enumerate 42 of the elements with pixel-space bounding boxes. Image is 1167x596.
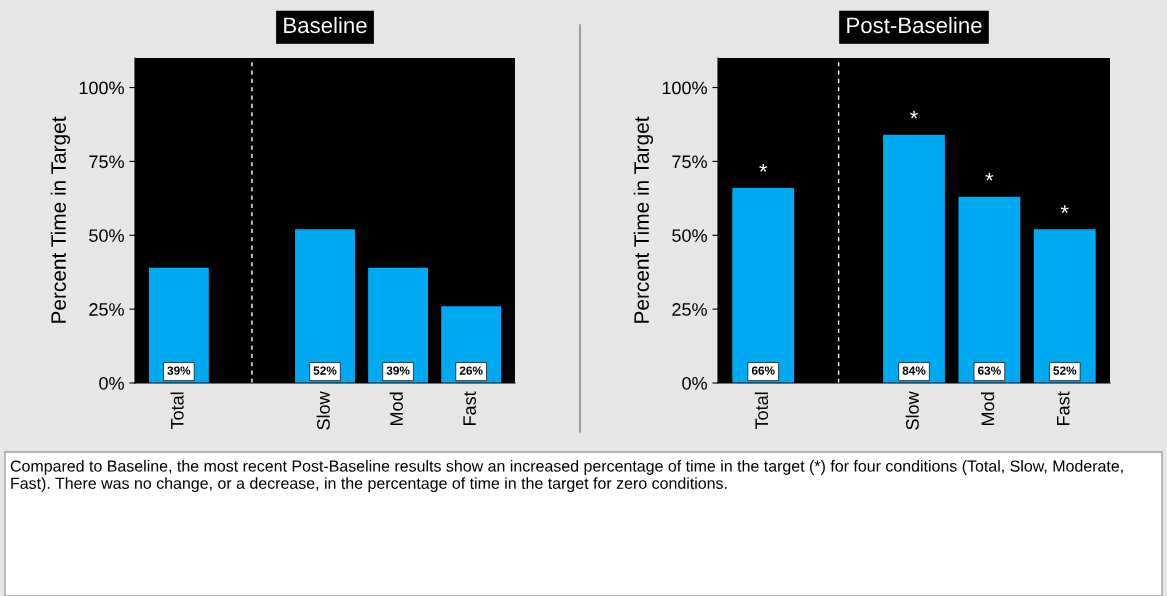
annotation: * bbox=[910, 110, 918, 119]
data-label: 39% bbox=[167, 366, 191, 375]
bar bbox=[732, 188, 795, 383]
y-axis-title: Percent Time in Target bbox=[633, 116, 654, 323]
annotation: * bbox=[1060, 205, 1069, 214]
y-tick-label: 100% bbox=[662, 81, 707, 95]
y-tick-label: 50% bbox=[89, 229, 124, 242]
x-tick-label: Total bbox=[754, 392, 769, 430]
data-label: 52% bbox=[313, 366, 337, 375]
x-tick-label: Mod bbox=[389, 392, 403, 425]
bar bbox=[958, 196, 1021, 383]
data-label: 26% bbox=[459, 366, 483, 375]
y-tick-label: 100% bbox=[79, 81, 124, 95]
x-tick-label: Total bbox=[170, 392, 184, 430]
y-tick-label: 75% bbox=[89, 155, 124, 169]
chart-title: Baseline bbox=[284, 16, 367, 34]
bar bbox=[295, 229, 355, 383]
y-axis-title: Percent Time in Target bbox=[50, 116, 71, 323]
x-tick-label: Mod bbox=[980, 392, 995, 425]
x-tick-label: Slow bbox=[316, 391, 330, 430]
data-label: 84% bbox=[902, 366, 926, 375]
y-tick-label: 0% bbox=[99, 376, 124, 390]
bar bbox=[1033, 229, 1096, 383]
data-label: 39% bbox=[386, 366, 410, 375]
data-label: 52% bbox=[1053, 366, 1077, 375]
x-tick-label: Fast bbox=[1057, 391, 1070, 425]
data-label: 63% bbox=[978, 366, 1001, 375]
text: Compared to Baseline, the most recent Post-Baseline results show an increased percentage of time in the target (*) for four conditions (Total, Slow, Moderate, Fast). There was no change, or a decrease, in the percentage of time in the target for zero conditions. bbox=[10, 460, 1123, 493]
bar bbox=[148, 267, 209, 383]
bar bbox=[368, 267, 429, 383]
y-tick-label: 25% bbox=[89, 303, 124, 316]
y-tick-label: 25% bbox=[672, 303, 707, 316]
annotation: * bbox=[985, 172, 994, 181]
bar bbox=[883, 134, 945, 383]
annotation: * bbox=[759, 163, 768, 172]
data-label: 66% bbox=[751, 366, 775, 375]
x-tick-label: Slow bbox=[905, 391, 919, 430]
y-tick-label: 75% bbox=[672, 155, 707, 169]
y-tick-label: 0% bbox=[682, 376, 707, 390]
y-tick-label: 50% bbox=[672, 229, 707, 242]
x-tick-label: Fast bbox=[463, 391, 476, 425]
chart-title: Post-Baseline bbox=[847, 16, 982, 34]
